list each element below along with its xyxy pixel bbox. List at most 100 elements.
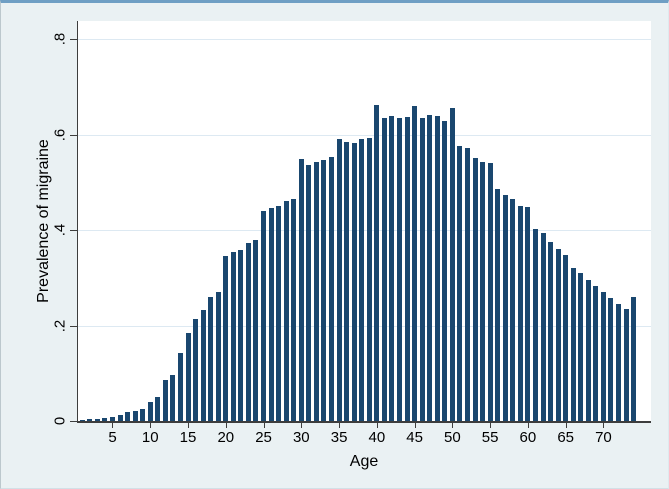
bar-age-56 — [495, 189, 501, 421]
y-tick-label-.2: .2 — [51, 319, 69, 332]
bar-age-14 — [177, 353, 183, 421]
bar-age-31 — [306, 165, 312, 421]
x-tick-label-5: 5 — [108, 429, 117, 446]
x-tick-mark-20 — [225, 422, 227, 428]
bar-age-28 — [283, 201, 289, 421]
bar-age-54 — [480, 162, 486, 421]
bar-age-25 — [261, 211, 267, 421]
x-tick-label-65: 65 — [557, 429, 574, 446]
y-tick-mark-.8 — [69, 39, 77, 41]
bar-age-59 — [517, 206, 523, 421]
x-tick-mark-45 — [414, 422, 416, 428]
x-tick-mark-65 — [565, 422, 567, 428]
x-tick-label-30: 30 — [292, 429, 310, 446]
y-tick-label-0: 0 — [51, 416, 69, 426]
bar-age-66 — [570, 268, 576, 421]
bar-age-17 — [200, 310, 206, 421]
bar-age-65 — [563, 255, 569, 421]
x-axis-line — [76, 421, 651, 423]
bar-age-23 — [245, 243, 251, 421]
bar-age-19 — [215, 292, 221, 421]
bar-age-5 — [109, 417, 115, 421]
bar-age-46 — [419, 118, 425, 421]
bar-age-42 — [389, 116, 395, 421]
x-tick-label-35: 35 — [330, 429, 348, 446]
y-tick-mark-.6 — [69, 134, 77, 136]
x-axis-title: Age — [349, 453, 379, 470]
x-tick-mark-40 — [376, 422, 378, 428]
x-tick-label-60: 60 — [519, 429, 537, 446]
bar-age-71 — [608, 298, 614, 421]
bar-age-15 — [185, 333, 191, 421]
bar-age-61 — [532, 229, 538, 421]
bar-age-20 — [223, 256, 229, 421]
x-tick-mark-50 — [452, 422, 454, 428]
y-tick-label-.8: .8 — [51, 33, 69, 46]
gridline-.6 — [78, 134, 651, 136]
bar-age-22 — [238, 250, 244, 421]
bar-age-4 — [102, 418, 108, 421]
bar-age-39 — [366, 138, 372, 421]
bar-age-43 — [397, 118, 402, 421]
x-tick-label-20: 20 — [217, 429, 235, 446]
x-tick-mark-35 — [339, 422, 341, 428]
bar-age-64 — [555, 249, 561, 421]
x-tick-mark-10 — [150, 422, 152, 428]
bar-age-70 — [600, 292, 606, 421]
y-tick-mark-0 — [69, 421, 77, 422]
y-axis-title: Prevalence of migraine — [35, 139, 52, 303]
bar-age-58 — [510, 199, 516, 421]
bar-age-55 — [487, 163, 493, 421]
bar-age-48 — [434, 116, 440, 421]
x-tick-mark-60 — [527, 422, 529, 428]
bar-age-49 — [442, 121, 448, 421]
bar-age-38 — [359, 139, 365, 421]
bar-age-9 — [140, 409, 146, 421]
bar-age-30 — [298, 159, 304, 421]
bar-age-12 — [162, 380, 168, 421]
bar-age-32 — [313, 162, 319, 421]
bar-age-57 — [502, 195, 508, 421]
bar-age-68 — [585, 280, 591, 421]
bar-age-69 — [593, 286, 599, 421]
bar-age-3 — [94, 419, 100, 421]
plot-area — [76, 21, 651, 423]
bar-age-29 — [291, 199, 297, 421]
bar-age-51 — [457, 146, 463, 421]
bar-age-8 — [132, 411, 138, 421]
bar-age-24 — [253, 240, 259, 421]
bar-age-1 — [79, 420, 85, 421]
bar-age-44 — [404, 117, 410, 421]
bar-age-37 — [351, 143, 357, 421]
x-tick-label-55: 55 — [481, 429, 499, 446]
bar-age-10 — [147, 402, 153, 421]
bar-age-73 — [623, 309, 629, 421]
x-tick-mark-15 — [188, 422, 190, 428]
x-tick-label-50: 50 — [444, 429, 461, 446]
x-tick-label-45: 45 — [406, 429, 423, 446]
gridline-.4 — [78, 230, 651, 232]
x-tick-label-70: 70 — [595, 429, 612, 446]
bar-age-40 — [374, 105, 380, 421]
gridline-.2 — [78, 325, 651, 327]
bar-age-33 — [321, 160, 327, 421]
bar-age-2 — [87, 419, 93, 421]
bar-age-34 — [329, 157, 335, 421]
x-tick-label-10: 10 — [141, 429, 159, 446]
bar-age-67 — [578, 273, 584, 421]
gridline-.8 — [78, 39, 651, 41]
x-tick-mark-25 — [263, 422, 265, 428]
bar-age-36 — [344, 142, 350, 421]
y-tick-label-.6: .6 — [51, 128, 69, 142]
bar-age-41 — [381, 118, 387, 421]
y-axis-line — [76, 21, 78, 421]
bar-age-53 — [472, 158, 478, 421]
bar-age-7 — [125, 412, 131, 421]
bar-age-45 — [412, 106, 418, 421]
bar-age-52 — [464, 148, 470, 421]
y-tick-mark-.2 — [69, 325, 77, 327]
bar-age-50 — [449, 108, 455, 421]
x-tick-mark-30 — [301, 422, 303, 428]
bar-age-60 — [525, 207, 531, 421]
